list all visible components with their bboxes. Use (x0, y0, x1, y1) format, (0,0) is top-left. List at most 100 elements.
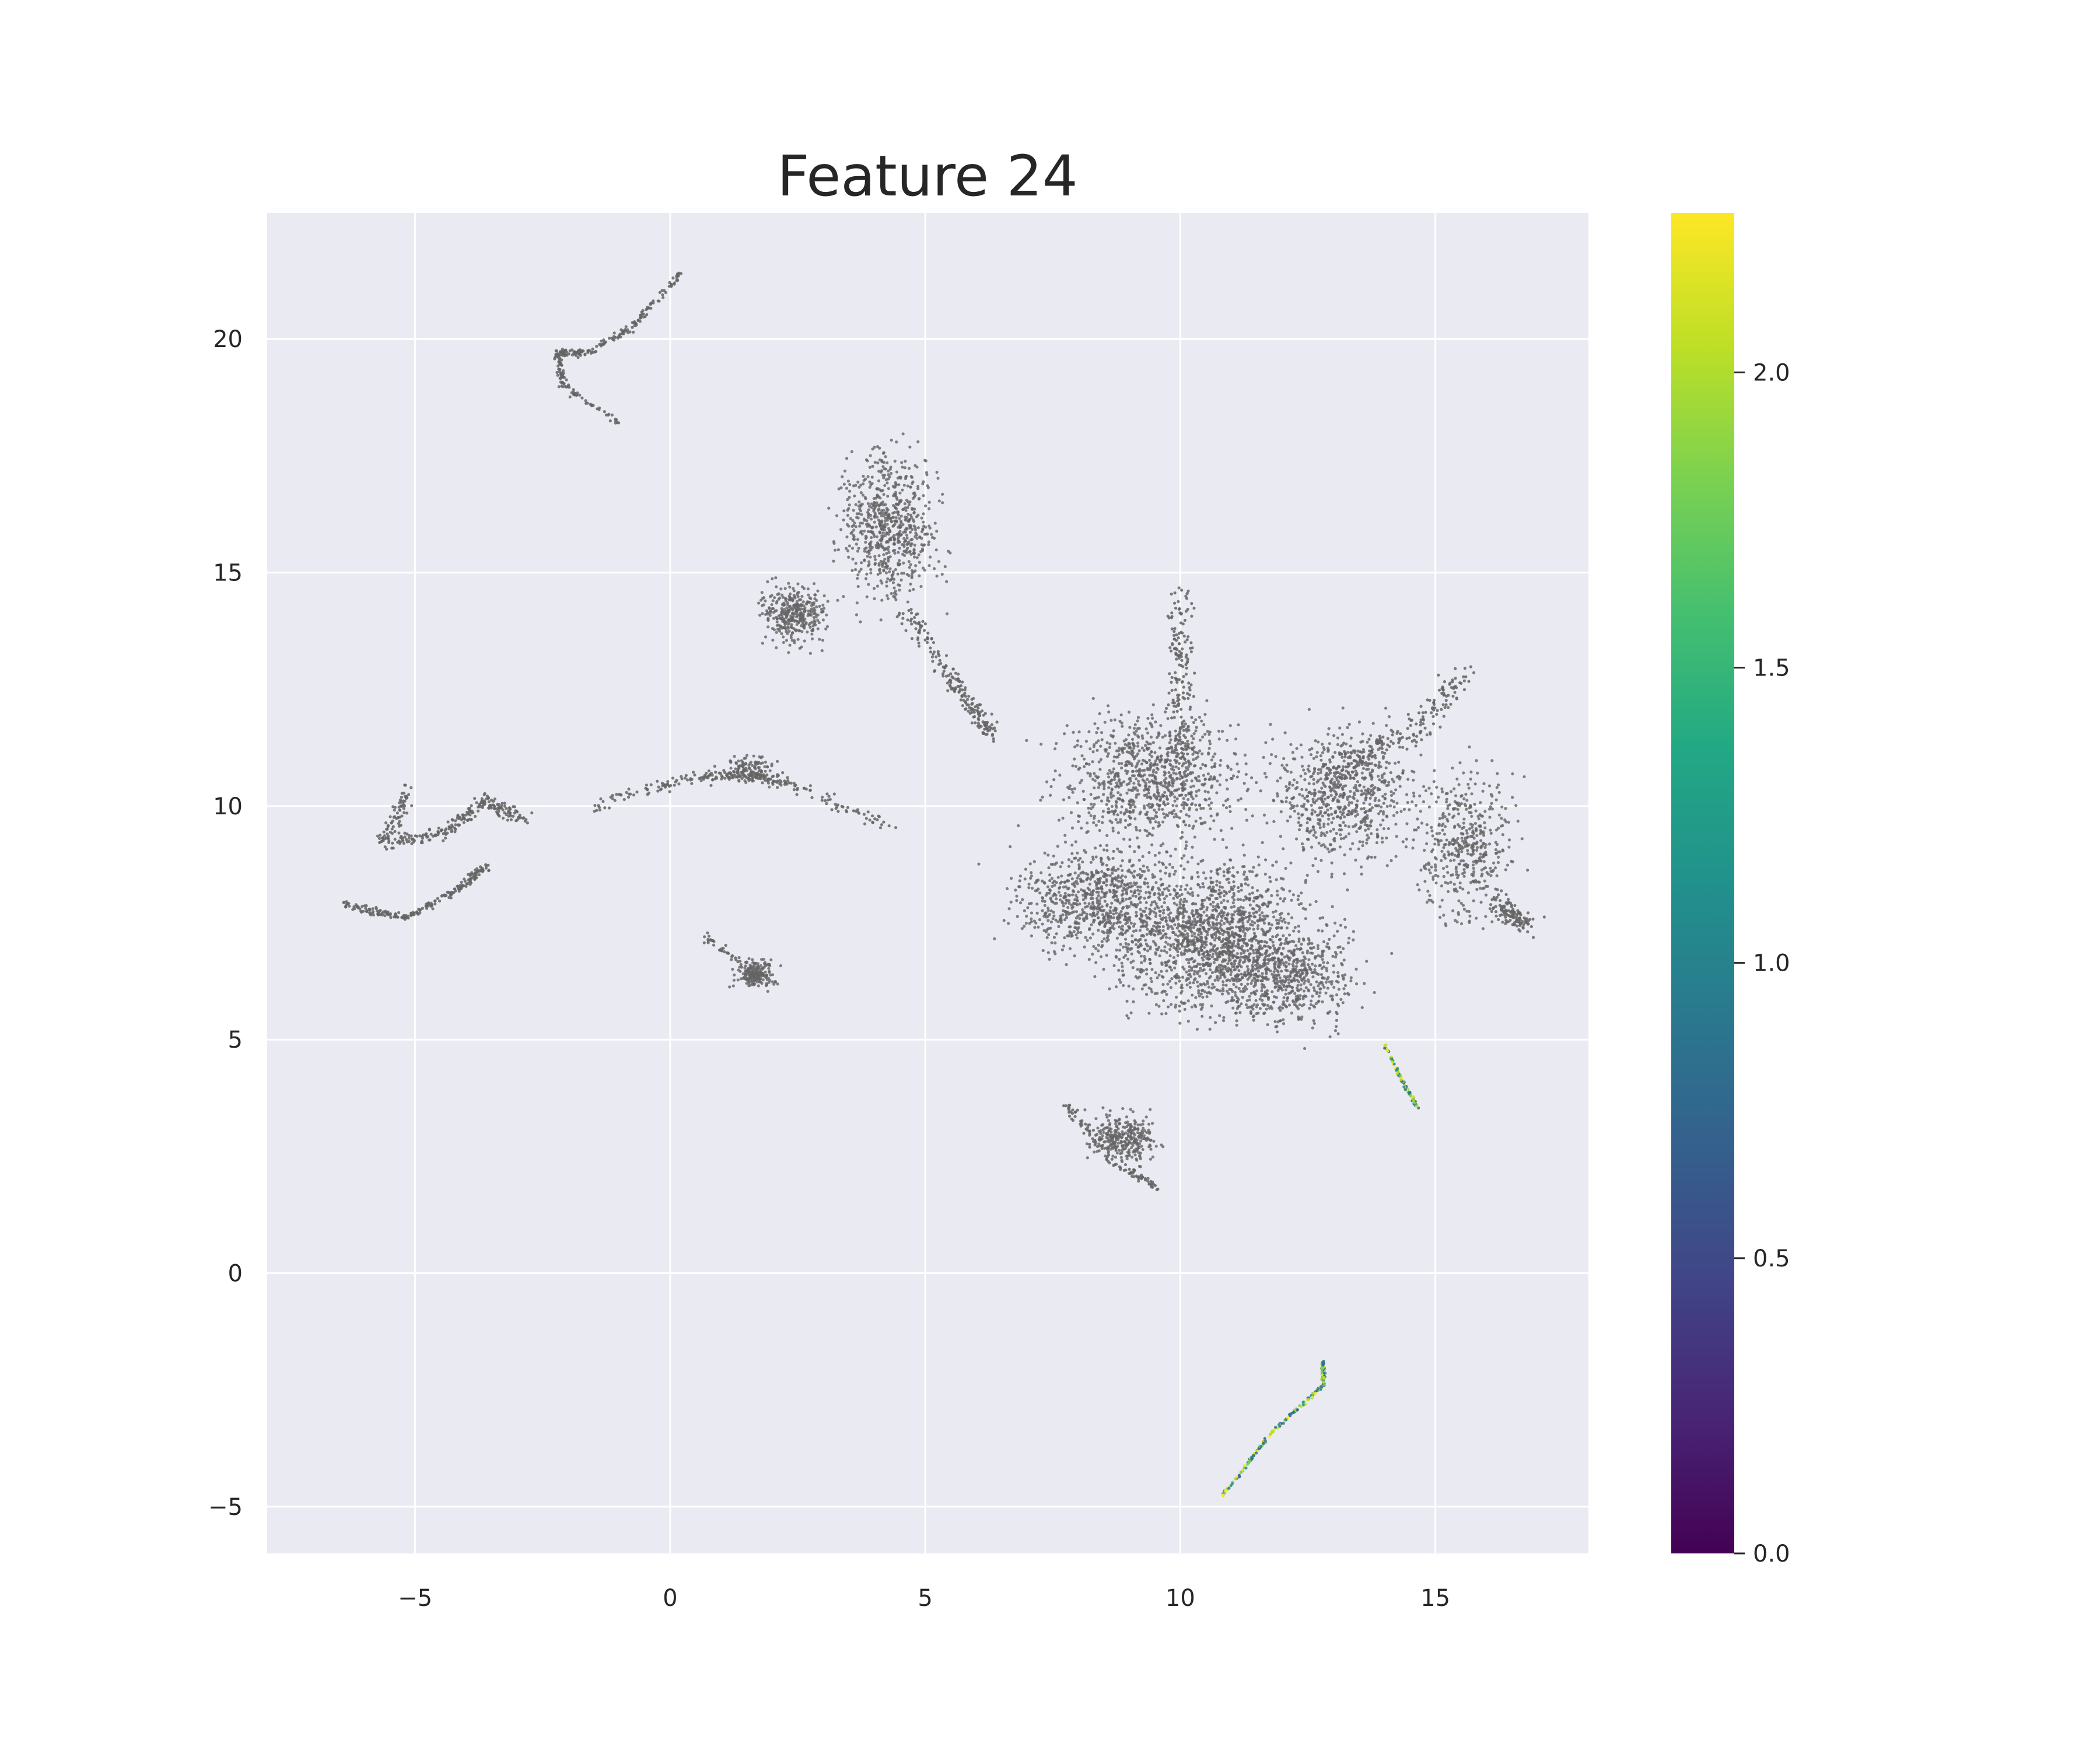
scatter-point (1200, 719, 1203, 723)
scatter-point (1194, 996, 1198, 999)
scatter-point (1136, 902, 1139, 907)
scatter-point (1307, 939, 1311, 942)
scatter-point (1019, 901, 1023, 905)
scatter-point (1114, 774, 1117, 778)
scatter-point (1084, 762, 1088, 765)
scatter-point (1196, 883, 1200, 887)
scatter-point (1158, 914, 1162, 918)
scatter-point (1161, 862, 1164, 865)
scatter-point (1211, 982, 1214, 986)
scatter-point (1198, 749, 1202, 752)
scatter-point (1325, 923, 1328, 926)
scatter-point (1419, 869, 1423, 872)
scatter-point (1297, 894, 1300, 898)
scatter-point (1135, 881, 1139, 885)
scatter-point (1119, 820, 1122, 824)
scatter-point (1203, 712, 1207, 716)
scatter-point (1046, 885, 1050, 888)
scatter-point (1368, 808, 1372, 811)
scatter-point (1198, 886, 1202, 889)
scatter-point (1485, 884, 1488, 888)
scatter-point (1030, 920, 1033, 923)
scatter-point (1251, 961, 1255, 964)
scatter-point (1481, 789, 1485, 793)
scatter-point (1203, 733, 1207, 736)
scatter-point (1184, 978, 1188, 982)
scatter-point (1208, 739, 1212, 743)
scatter-point (1347, 825, 1350, 828)
scatter-point (1346, 750, 1350, 754)
scatter-point (1270, 752, 1273, 757)
scatter-point (1232, 982, 1236, 986)
scatter-point (1331, 954, 1335, 958)
scatter-point (1273, 985, 1277, 989)
scatter-point (1163, 945, 1167, 949)
scatter-point (1373, 991, 1376, 995)
scatter-point (1230, 963, 1234, 966)
scatter-point (1247, 972, 1251, 975)
scatter-point (1234, 925, 1238, 929)
scatter-point (1252, 1003, 1256, 1006)
scatter-point (1292, 757, 1295, 761)
scatter-point (1341, 794, 1345, 799)
scatter-point (1412, 838, 1415, 842)
scatter-point (1256, 970, 1261, 973)
scatter-point (1150, 716, 1154, 720)
scatter-point (1472, 899, 1475, 902)
scatter-point (1108, 819, 1112, 822)
scatter-point (1145, 993, 1149, 996)
scatter-point (1116, 898, 1119, 901)
scatter-point (1233, 968, 1236, 972)
scatter-point (1119, 818, 1122, 821)
scatter-point (1458, 761, 1462, 765)
scatter-point (1100, 863, 1104, 866)
scatter-point (1217, 737, 1221, 741)
scatter-point (1274, 755, 1278, 758)
scatter-point (1166, 788, 1170, 792)
scatter-point (1171, 643, 1174, 646)
scatter-point (1392, 805, 1396, 808)
scatter-point (1310, 803, 1313, 807)
scatter-point (1232, 891, 1236, 895)
scatter-point (1337, 988, 1340, 991)
scatter-point (1332, 985, 1336, 989)
scatter-point (1309, 968, 1312, 971)
scatter-point (1141, 736, 1144, 740)
scatter-point (1312, 778, 1315, 781)
scatter-point (1332, 827, 1335, 831)
scatter-point (1218, 867, 1222, 870)
scatter-point (1133, 723, 1137, 726)
scatter-point (1161, 842, 1165, 846)
scatter-point (1164, 940, 1168, 944)
scatter-point (1107, 915, 1111, 919)
scatter-point (1135, 911, 1138, 914)
scatter-point (1093, 914, 1097, 918)
scatter-point (1266, 996, 1270, 999)
scatter-point (1402, 807, 1406, 811)
scatter-point (1060, 880, 1063, 884)
scatter-point (1082, 789, 1085, 793)
scatter-point (1104, 921, 1108, 925)
scatter-point (1112, 869, 1115, 872)
scatter-point (1296, 947, 1299, 951)
scatter-point (1172, 961, 1175, 964)
scatter-point (1251, 923, 1254, 927)
scatter-point (1501, 833, 1504, 836)
scatter-point (1366, 834, 1369, 837)
scatter-point (1289, 970, 1293, 974)
scatter-point (1231, 918, 1234, 921)
scatter-point (1223, 905, 1227, 909)
scatter-point (1449, 859, 1452, 863)
scatter-point (1170, 680, 1173, 684)
scatter-point (1314, 835, 1318, 839)
scatter-point (1271, 863, 1275, 867)
scatter-point (1191, 894, 1195, 898)
scatter-point (1313, 956, 1317, 960)
scatter-point (1172, 629, 1176, 633)
scatter-point (1334, 955, 1338, 959)
scatter-point (1175, 804, 1178, 808)
scatter-point (1138, 768, 1142, 771)
scatter-point (1146, 928, 1149, 931)
scatter-point (1364, 828, 1367, 832)
scatter-point (1146, 881, 1149, 885)
